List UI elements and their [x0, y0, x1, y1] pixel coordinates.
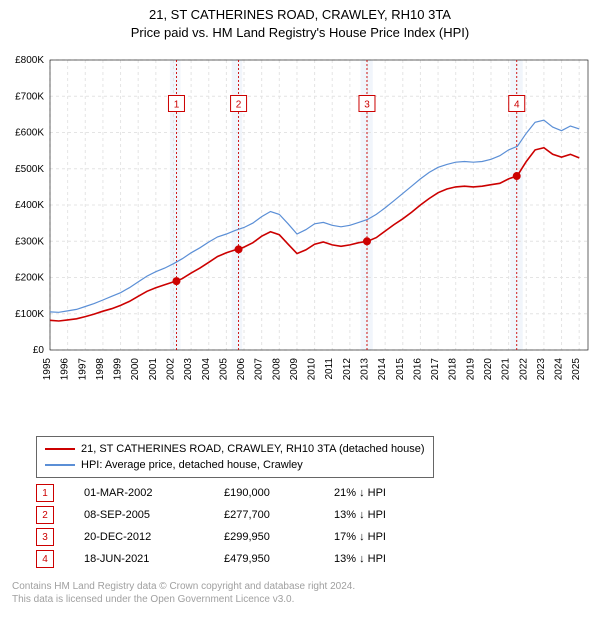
- svg-text:2002: 2002: [165, 358, 176, 381]
- svg-text:2025: 2025: [571, 358, 582, 381]
- svg-text:2024: 2024: [554, 358, 565, 381]
- transaction-row: 1 01-MAR-2002£190,00021% ↓ HPI: [36, 482, 434, 504]
- svg-text:2021: 2021: [501, 358, 512, 381]
- legend: 21, ST CATHERINES ROAD, CRAWLEY, RH10 3T…: [36, 436, 434, 478]
- transaction-badge: 3: [36, 528, 54, 546]
- svg-text:1995: 1995: [42, 358, 53, 381]
- footer-line2: This data is licensed under the Open Gov…: [12, 593, 355, 606]
- svg-text:£700K: £700K: [15, 91, 44, 102]
- transaction-price: £299,950: [224, 531, 334, 543]
- transaction-date: 08-SEP-2005: [84, 509, 224, 521]
- svg-text:1997: 1997: [77, 358, 88, 381]
- svg-text:£200K: £200K: [15, 273, 44, 284]
- svg-text:1: 1: [174, 100, 180, 111]
- svg-text:2018: 2018: [448, 358, 459, 381]
- legend-swatch: [45, 464, 75, 466]
- transaction-date: 20-DEC-2012: [84, 531, 224, 543]
- svg-text:1999: 1999: [113, 358, 124, 381]
- transaction-row: 4 18-JUN-2021£479,95013% ↓ HPI: [36, 548, 434, 570]
- svg-text:£800K: £800K: [15, 55, 44, 66]
- title-line1: 21, ST CATHERINES ROAD, CRAWLEY, RH10 3T…: [0, 6, 600, 24]
- transaction-price: £277,700: [224, 509, 334, 521]
- footer-attribution: Contains HM Land Registry data © Crown c…: [12, 580, 355, 606]
- legend-label: HPI: Average price, detached house, Craw…: [81, 459, 303, 471]
- svg-text:2016: 2016: [412, 358, 423, 381]
- svg-text:4: 4: [514, 100, 520, 111]
- transaction-badge: 2: [36, 506, 54, 524]
- svg-text:2007: 2007: [254, 358, 265, 381]
- legend-label: 21, ST CATHERINES ROAD, CRAWLEY, RH10 3T…: [81, 443, 425, 455]
- svg-text:2012: 2012: [342, 358, 353, 381]
- transaction-delta: 13% ↓ HPI: [334, 509, 434, 521]
- svg-text:£400K: £400K: [15, 200, 44, 211]
- title-line2: Price paid vs. HM Land Registry's House …: [0, 24, 600, 42]
- svg-text:2008: 2008: [271, 358, 282, 381]
- transaction-row: 3 20-DEC-2012£299,95017% ↓ HPI: [36, 526, 434, 548]
- transaction-table: 1 01-MAR-2002£190,00021% ↓ HPI 2 08-SEP-200…: [36, 482, 434, 570]
- svg-text:2000: 2000: [130, 358, 141, 381]
- legend-item: HPI: Average price, detached house, Craw…: [45, 457, 425, 473]
- transaction-row: 2 08-SEP-2005£277,70013% ↓ HPI: [36, 504, 434, 526]
- svg-text:2022: 2022: [518, 358, 529, 381]
- svg-text:2001: 2001: [148, 358, 159, 381]
- svg-text:2009: 2009: [289, 358, 300, 381]
- svg-text:2: 2: [236, 100, 242, 111]
- svg-text:2004: 2004: [201, 358, 212, 381]
- svg-text:1998: 1998: [95, 358, 106, 381]
- transaction-delta: 13% ↓ HPI: [334, 553, 434, 565]
- transaction-delta: 21% ↓ HPI: [334, 487, 434, 499]
- svg-text:2013: 2013: [360, 358, 371, 381]
- legend-item: 21, ST CATHERINES ROAD, CRAWLEY, RH10 3T…: [45, 441, 425, 457]
- transaction-date: 18-JUN-2021: [84, 553, 224, 565]
- chart-area: £0 £100K £200K £300K £400K £500K £600K £700K £80…: [0, 50, 600, 430]
- transaction-date: 01-MAR-2002: [84, 487, 224, 499]
- svg-text:£500K: £500K: [15, 164, 44, 175]
- svg-text:2006: 2006: [236, 358, 247, 381]
- svg-text:3: 3: [364, 100, 370, 111]
- svg-text:2005: 2005: [218, 358, 229, 381]
- svg-text:2019: 2019: [465, 358, 476, 381]
- svg-text:2020: 2020: [483, 358, 494, 381]
- svg-text:2017: 2017: [430, 358, 441, 381]
- svg-text:2010: 2010: [307, 358, 318, 381]
- svg-text:£300K: £300K: [15, 236, 44, 247]
- footer-line1: Contains HM Land Registry data © Crown c…: [12, 580, 355, 593]
- svg-text:£100K: £100K: [15, 309, 44, 320]
- svg-text:£600K: £600K: [15, 128, 44, 139]
- chart-svg: £0 £100K £200K £300K £400K £500K £600K £700K £80…: [0, 50, 600, 430]
- svg-text:£0: £0: [33, 345, 45, 356]
- svg-text:2014: 2014: [377, 358, 388, 381]
- transaction-badge: 4: [36, 550, 54, 568]
- svg-text:2003: 2003: [183, 358, 194, 381]
- svg-text:2015: 2015: [395, 358, 406, 381]
- transaction-delta: 17% ↓ HPI: [334, 531, 434, 543]
- transaction-price: £190,000: [224, 487, 334, 499]
- transaction-badge: 1: [36, 484, 54, 502]
- chart-title: 21, ST CATHERINES ROAD, CRAWLEY, RH10 3T…: [0, 6, 600, 42]
- transaction-price: £479,950: [224, 553, 334, 565]
- svg-text:1996: 1996: [60, 358, 71, 381]
- legend-swatch: [45, 448, 75, 450]
- svg-text:2023: 2023: [536, 358, 547, 381]
- svg-text:2011: 2011: [324, 358, 335, 380]
